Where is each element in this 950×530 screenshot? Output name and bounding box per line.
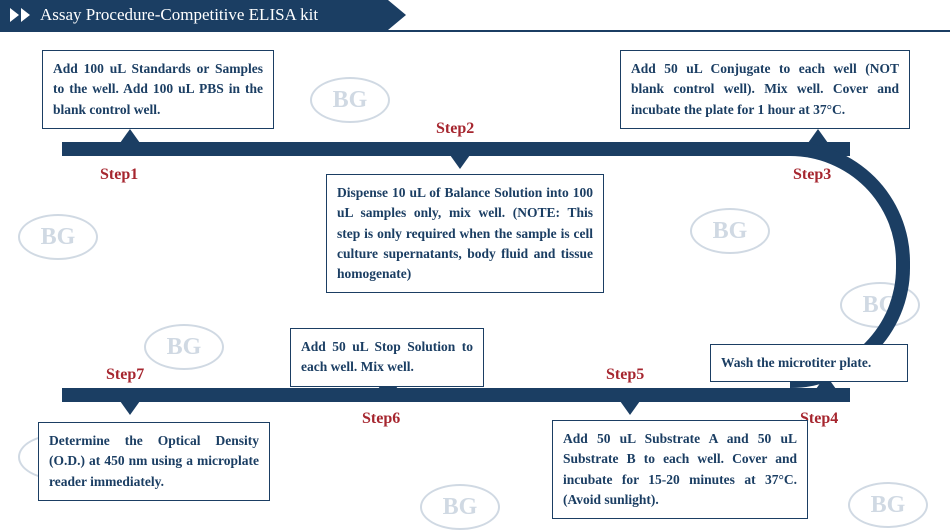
step-label-1: Step1 [100,166,138,184]
step-arrow-1 [120,129,140,143]
step-label-3: Step3 [793,166,831,184]
step-box-6: Add 50 uL Stop Solution to each well. Mi… [290,328,484,387]
step-box-7: Determine the Optical Density (O.D.) at … [38,422,270,501]
path-top-bar [62,142,850,156]
step-box-5: Add 50 uL Substrate A and 50 uL Substrat… [552,420,808,519]
step-arrow-7 [120,401,140,415]
header-tail-icon [388,0,406,30]
diagram-canvas: BGBGBGBGBGBGBGBG Step1Add 100 uL Standar… [0,32,950,530]
step-arrow-3 [808,129,828,143]
step-box-3: Add 50 uL Conjugate to each well (NOT bl… [620,50,910,129]
path-bottom-bar [62,388,850,402]
watermark-logo: BG [420,484,500,530]
watermark-logo: BG [144,324,224,370]
step-arrow-5 [620,401,640,415]
page-title: Assay Procedure-Competitive ELISA kit [40,5,318,25]
watermark-logo: BG [18,214,98,260]
step-label-7: Step7 [106,366,144,384]
header-bar: Assay Procedure-Competitive ELISA kit [0,0,388,30]
step-box-1: Add 100 uL Standards or Samples to the w… [42,50,274,129]
step-arrow-2 [450,155,470,169]
step-box-4: Wash the microtiter plate. [710,344,908,382]
step-label-5: Step5 [606,366,644,384]
chevron-icon [21,8,30,22]
chevron-icon [10,8,19,22]
step-label-6: Step6 [362,410,400,428]
watermark-logo: BG [690,208,770,254]
watermark-logo: BG [310,77,390,123]
step-box-2: Dispense 10 uL of Balance Solution into … [326,174,604,293]
watermark-logo: BG [848,482,928,528]
step-label-2: Step2 [436,120,474,138]
